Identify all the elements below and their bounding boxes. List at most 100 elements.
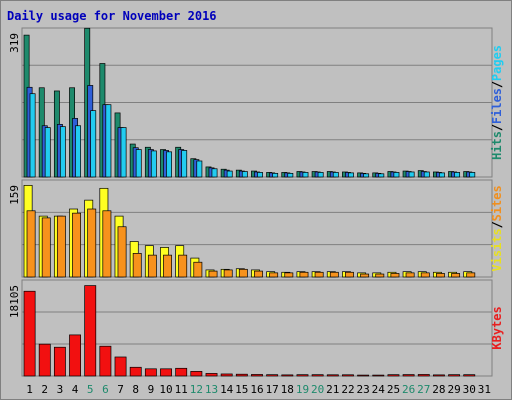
bar-sites-day-9 (147, 254, 157, 278)
legend-hits: Hits (490, 131, 504, 160)
bar-pages-day-27 (423, 171, 430, 178)
x-tick-label-day-16: 16 (250, 383, 263, 396)
bar-sites-day-18 (284, 272, 294, 278)
bar-pages-day-5 (90, 110, 97, 178)
x-tick-label-day-29: 29 (447, 383, 460, 396)
bar-kbytes-day-23 (357, 374, 370, 377)
legend-pages: Pages (490, 45, 504, 81)
panel-visits-sites: 159 Visits/Sites (8, 179, 504, 278)
bar-pages-day-14 (226, 170, 233, 178)
bar-kbytes-day-3 (53, 346, 66, 377)
bar-sites-day-7 (117, 226, 127, 278)
panel-kbytes: 18105 KBytes (8, 279, 504, 377)
bar-pages-day-22 (348, 172, 354, 178)
bar-pages-day-30 (469, 172, 476, 178)
bar-sites-day-4 (72, 212, 81, 278)
bar-pages-day-12 (196, 160, 203, 178)
bar-pages-day-2 (44, 127, 51, 178)
bar-kbytes-day-18 (281, 374, 294, 377)
bar-kbytes-day-2 (38, 343, 51, 377)
bar-sites-day-25 (390, 273, 400, 278)
bar-pages-day-7 (120, 127, 127, 178)
x-tick-label-day-11: 11 (175, 383, 188, 396)
x-tick-label-day-4: 4 (72, 383, 79, 396)
x-tick-label-day-10: 10 (159, 383, 172, 396)
bar-sites-day-14 (223, 269, 233, 278)
x-tick-label-day-12: 12 (190, 383, 203, 396)
x-tick-label-day-7: 7 (117, 383, 124, 396)
bar-kbytes-day-27 (417, 374, 430, 377)
bar-sites-day-23 (360, 273, 370, 278)
x-tick-label-day-2: 2 (41, 383, 48, 396)
bar-sites-day-30 (466, 272, 476, 278)
bar-kbytes-day-15 (235, 373, 248, 377)
legend-separator: / (490, 124, 504, 131)
bar-pages-day-24 (378, 173, 385, 178)
x-tick-label-day-31: 31 (478, 383, 491, 396)
bar-sites-day-6 (102, 210, 112, 278)
x-tick-label-day-8: 8 (132, 383, 139, 396)
bar-sites-day-28 (436, 273, 445, 278)
bar-pages-day-16 (257, 172, 263, 178)
bar-pages-day-3 (59, 126, 66, 178)
bar-pages-day-28 (439, 172, 445, 178)
bar-pages-day-20 (317, 172, 324, 178)
bar-pages-day-8 (135, 149, 142, 178)
bar-sites-day-27 (420, 272, 430, 278)
bar-sites-day-17 (269, 272, 279, 278)
bar-pages-day-1 (29, 93, 36, 178)
x-tick-label-day-20: 20 (311, 383, 324, 396)
bar-pages-day-9 (150, 150, 157, 178)
bar-sites-day-12 (193, 261, 203, 278)
bar-kbytes-day-8 (129, 366, 142, 377)
bar-sites-day-2 (41, 217, 51, 278)
bar-sites-day-24 (375, 273, 385, 278)
bar-sites-day-11 (178, 254, 188, 278)
bar-pages-day-15 (241, 171, 248, 178)
bar-pages-day-23 (363, 173, 370, 178)
bar-kbytes-day-12 (190, 371, 203, 377)
bar-sites-day-8 (132, 253, 142, 278)
bar-pages-day-26 (408, 171, 415, 178)
x-tick-label-day-1: 1 (26, 383, 33, 396)
bar-pages-day-6 (105, 104, 112, 178)
bar-kbytes-day-9 (144, 368, 157, 377)
bar-kbytes-day-10 (160, 368, 172, 377)
legend: Hits/Files/Pages (490, 45, 504, 160)
bar-pages-day-17 (272, 172, 279, 178)
bar-kbytes-day-29 (448, 374, 461, 377)
bar-pages-day-29 (454, 172, 461, 178)
legend: KBytes (490, 306, 504, 349)
bar-sites-day-10 (163, 254, 172, 278)
bar-kbytes-day-16 (251, 374, 263, 377)
bar-kbytes-day-20 (311, 374, 324, 377)
x-tick-label-day-26: 26 (402, 383, 415, 396)
x-tick-label-day-22: 22 (341, 383, 354, 396)
x-tick-label-day-18: 18 (281, 383, 294, 396)
bar-sites-day-20 (314, 271, 324, 278)
bar-kbytes-day-19 (296, 374, 309, 377)
x-tick-label-day-6: 6 (102, 383, 109, 396)
bar-sites-day-22 (345, 271, 354, 278)
bar-kbytes-day-4 (69, 334, 81, 377)
bar-sites-day-19 (299, 271, 309, 278)
bar-sites-day-1 (26, 210, 36, 278)
bar-kbytes-day-13 (205, 373, 218, 377)
bar-kbytes-day-26 (402, 374, 415, 377)
bar-kbytes-day-21 (326, 374, 339, 377)
bar-pages-day-18 (287, 172, 294, 178)
bar-sites-day-29 (451, 273, 461, 278)
bar-kbytes-day-5 (84, 285, 97, 377)
x-tick-label-day-27: 27 (417, 383, 430, 396)
x-tick-label-day-3: 3 (57, 383, 64, 396)
bar-sites-day-15 (238, 268, 248, 278)
y-max-label: 159 (8, 185, 21, 205)
bar-pages-day-4 (75, 125, 81, 178)
legend-kbytes: KBytes (490, 306, 504, 349)
x-tick-label-day-25: 25 (387, 383, 400, 396)
x-tick-label-day-19: 19 (296, 383, 309, 396)
bar-sites-day-3 (56, 215, 66, 278)
legend-sites: Sites (490, 185, 504, 221)
x-tick-label-day-13: 13 (205, 383, 218, 396)
